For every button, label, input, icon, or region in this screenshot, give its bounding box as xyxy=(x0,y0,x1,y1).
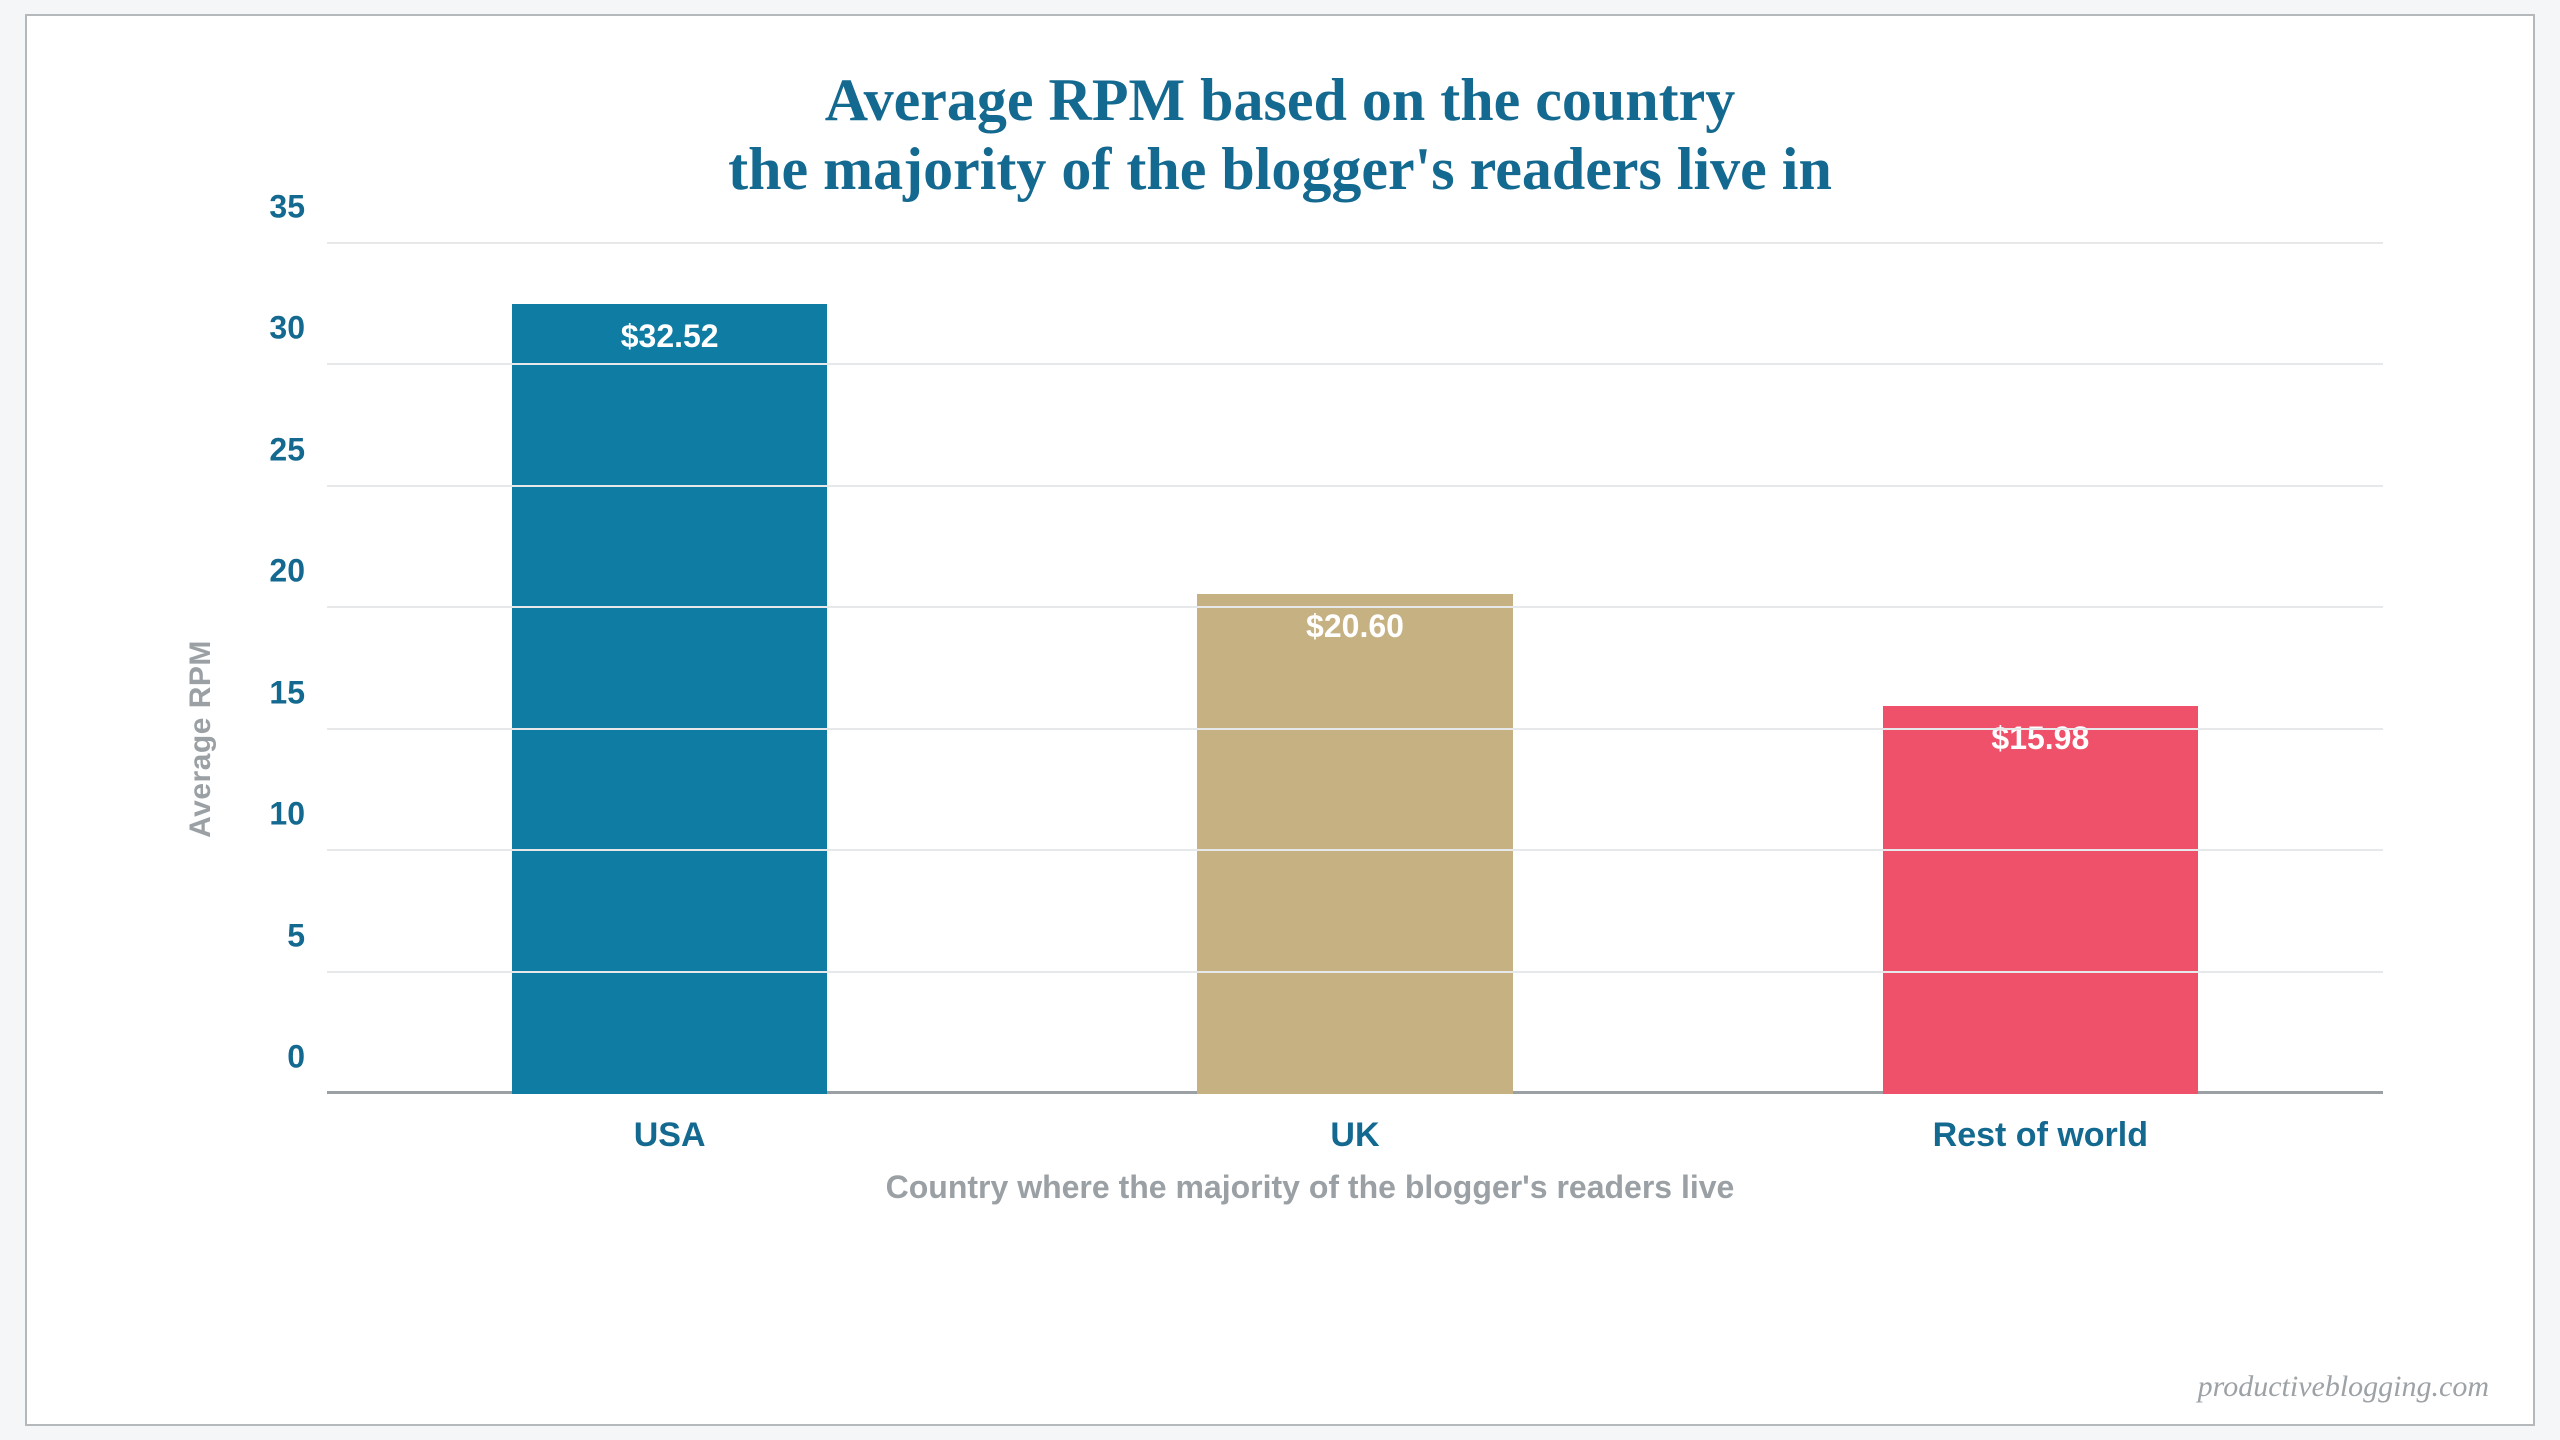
y-tick-label: 35 xyxy=(269,189,305,226)
gridline xyxy=(327,849,2383,851)
gridline xyxy=(327,728,2383,730)
y-axis-label: Average RPM xyxy=(184,640,218,838)
bar-value-label: $32.52 xyxy=(512,318,827,355)
chart-title: Average RPM based on the country the maj… xyxy=(77,66,2483,204)
gridline xyxy=(327,363,2383,365)
bar-value-label: $20.60 xyxy=(1197,608,1512,645)
attribution-text: productiveblogging.com xyxy=(2198,1370,2489,1404)
bar-value-label: $15.98 xyxy=(1883,720,2198,757)
bars-container: $32.52 $20.60 $15.98 xyxy=(327,244,2383,1094)
gridline xyxy=(327,606,2383,608)
y-tick-label: 30 xyxy=(269,310,305,347)
gridline xyxy=(327,485,2383,487)
bar: $15.98 xyxy=(1883,706,2198,1094)
chart-area: Average RPM $32.52$20.60$15.98 051015202… xyxy=(217,244,2403,1234)
gridline xyxy=(327,971,2383,973)
x-tick-label: UK xyxy=(1197,1116,1512,1155)
y-tick-label: 20 xyxy=(269,553,305,590)
y-tick-label: 5 xyxy=(287,917,305,954)
plot-area: $32.52$20.60$15.98 05101520253035USAUKRe… xyxy=(327,244,2383,1094)
title-line-2: the majority of the blogger's readers li… xyxy=(728,136,1832,202)
chart-frame: Average RPM based on the country the maj… xyxy=(25,14,2535,1426)
bar: $20.60 xyxy=(1197,594,1512,1094)
title-line-1: Average RPM based on the country xyxy=(825,67,1735,133)
x-tick-label: Rest of world xyxy=(1883,1116,2198,1155)
x-tick-label: USA xyxy=(512,1116,827,1155)
gridline xyxy=(327,242,2383,244)
y-tick-label: 10 xyxy=(269,796,305,833)
y-tick-label: 25 xyxy=(269,431,305,468)
bar: $32.52 xyxy=(512,304,827,1094)
y-tick-label: 0 xyxy=(287,1039,305,1076)
x-axis-label: Country where the majority of the blogge… xyxy=(217,1169,2403,1206)
y-tick-label: 15 xyxy=(269,674,305,711)
